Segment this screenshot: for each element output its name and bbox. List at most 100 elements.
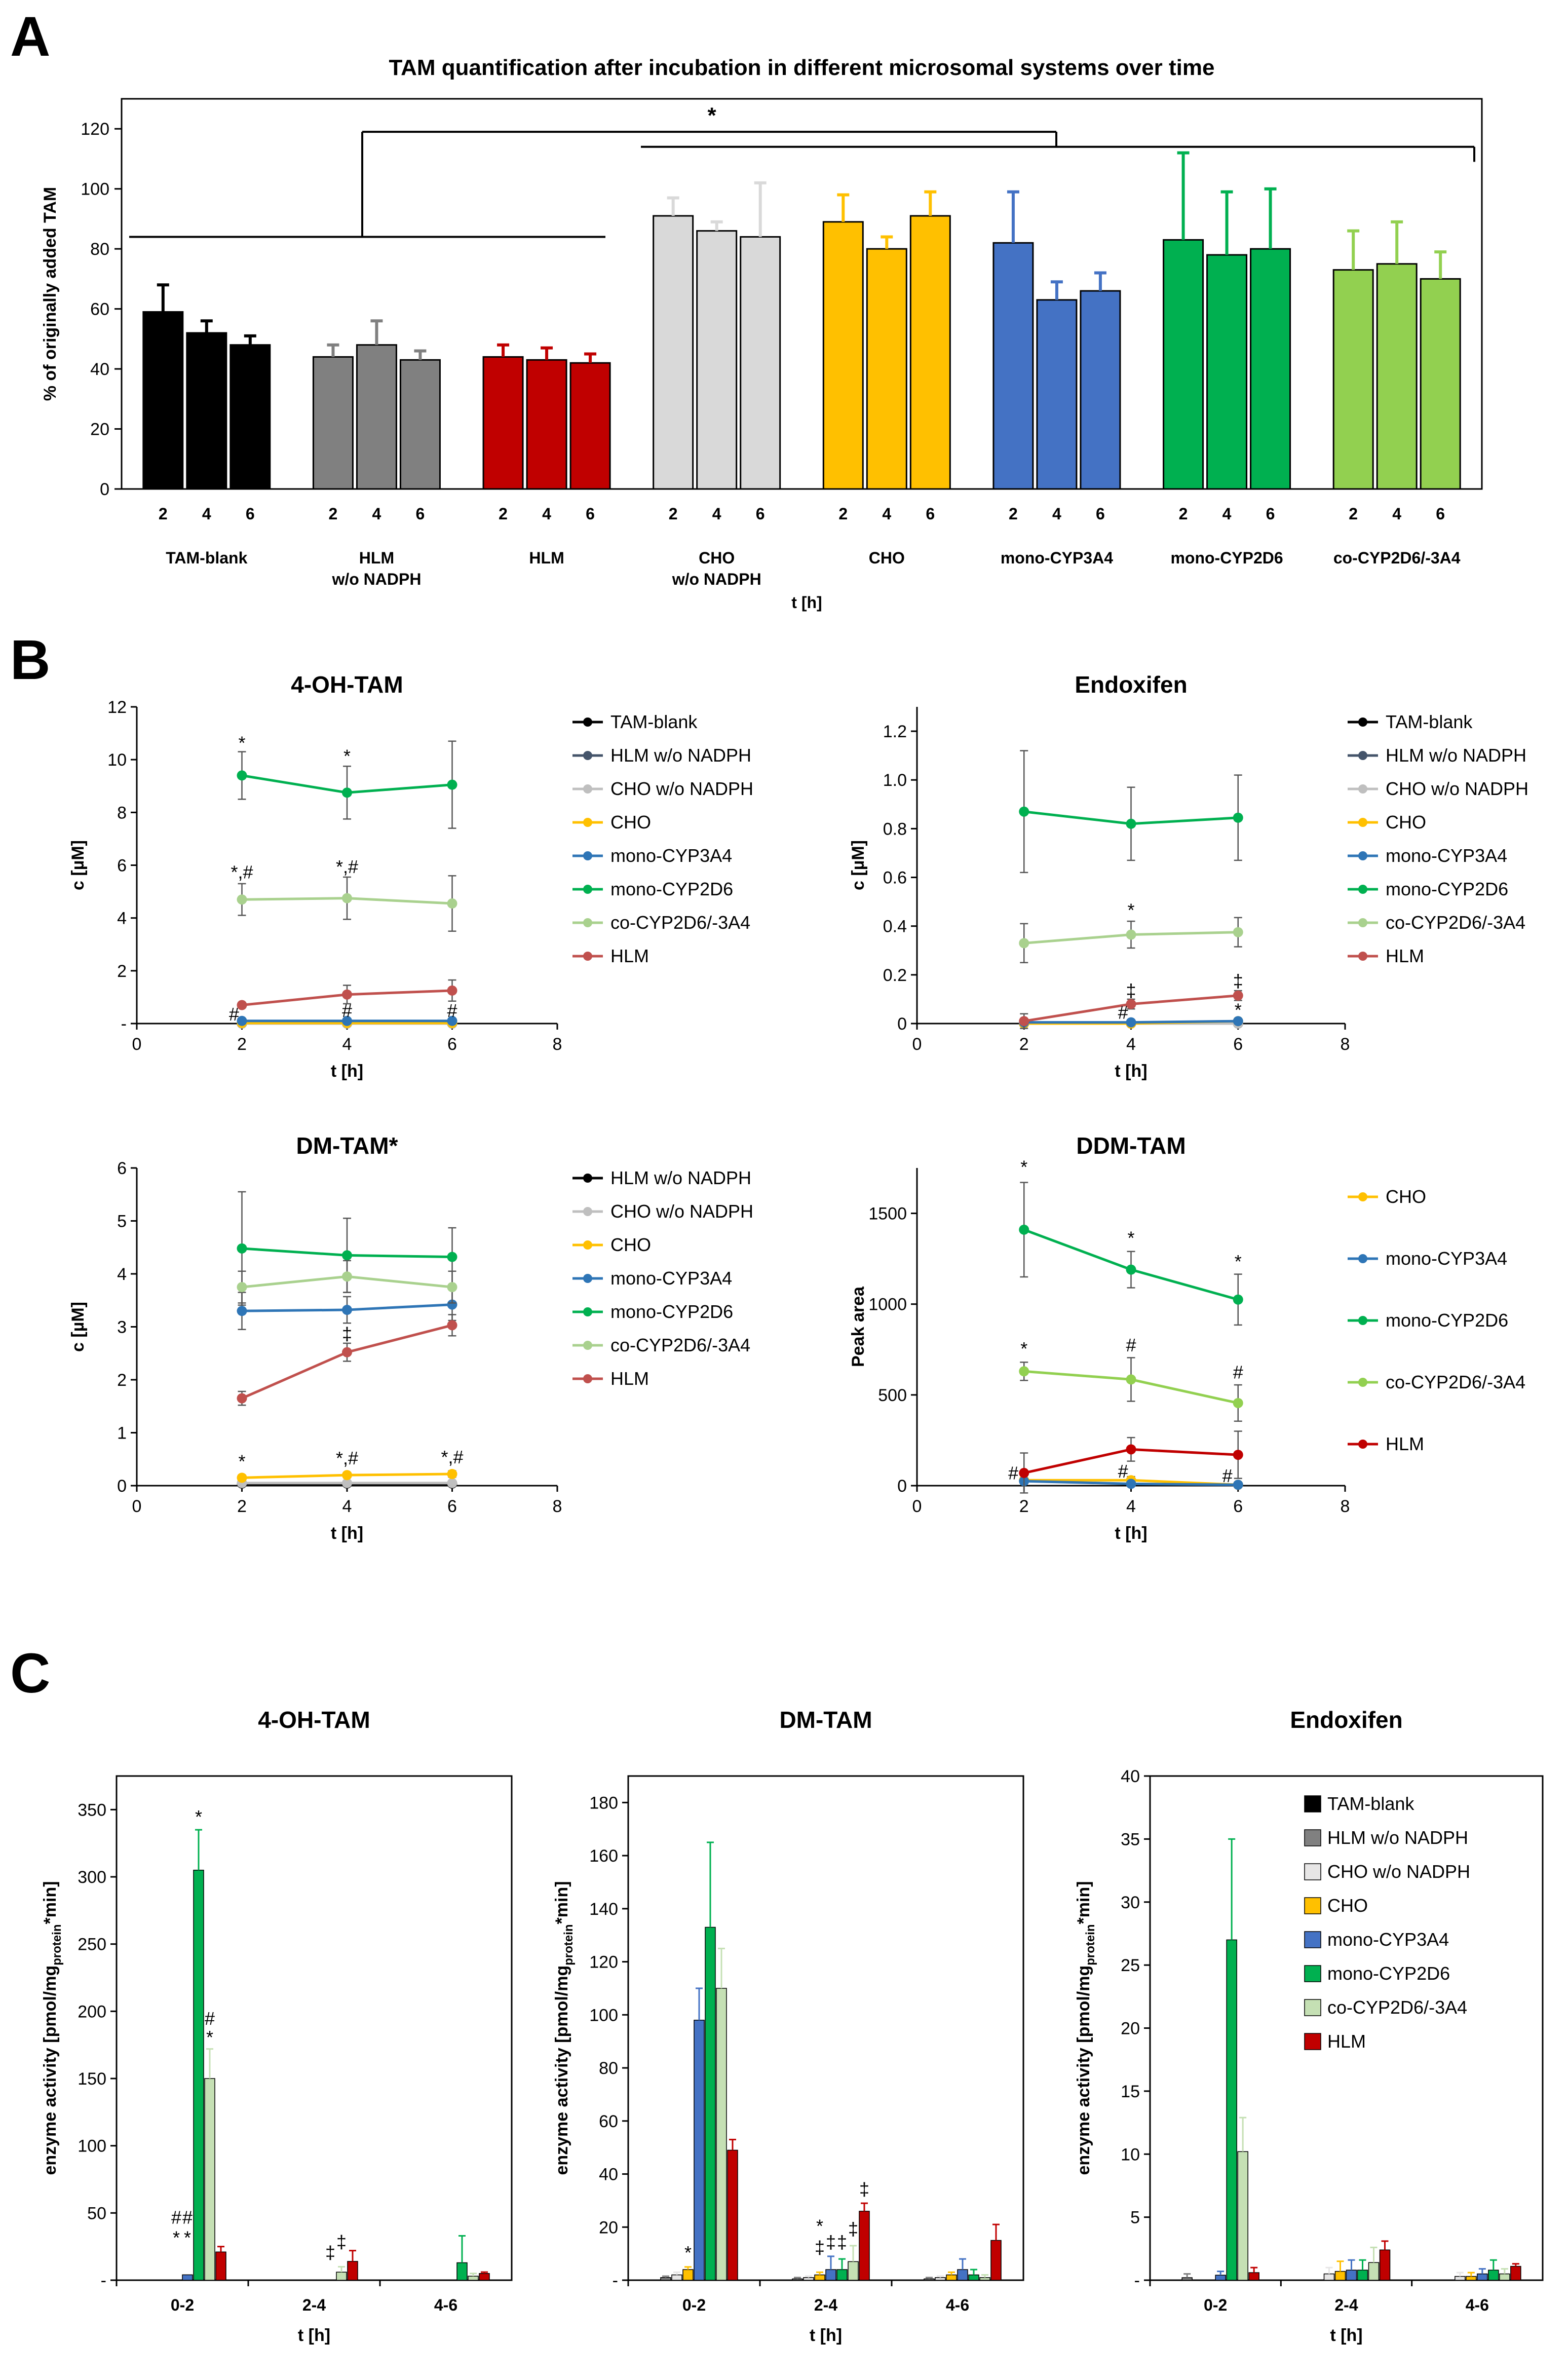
time-tick-label: 6 [246,505,255,523]
y-tick-label: 20 [1121,2019,1140,2038]
point-hlm-4h [1126,999,1136,1009]
significance-annotation: # [447,1000,457,1021]
bar-hlm-4-6 [1510,2265,1521,2281]
legend-label-co-cyp2d6-3a4: co-CYP2D6/-3A4 [1386,1372,1525,1392]
point-hlm-2h [1019,1467,1029,1478]
significance-annotation: * [238,1451,245,1471]
legend-label-cho: CHO [610,1234,651,1255]
bar-co-cyp2d6-3a4-2-4 [336,2272,347,2281]
significance-annotation: * [1235,1000,1242,1021]
y-tick-label: 12 [107,698,127,717]
y-tick-label: 120 [81,120,109,139]
point-hlm-2h [237,1000,247,1010]
x-axis-label: t [h] [1330,2326,1362,2345]
legend-marker-cho [583,1240,592,1250]
x-axis-label: t [h] [331,1062,363,1081]
legend-swatch-co-cyp2d6-3a4 [1304,1999,1321,2016]
bar-hlm-0-2 [727,2149,738,2281]
point-hlm-2h [237,1393,247,1404]
legend-marker-mono-cyp2d6 [1358,1316,1367,1325]
y-tick-label: 2 [117,1371,127,1390]
x-tick-label: 0 [132,1497,142,1516]
y-tick-label: 20 [90,420,109,439]
x-tick-label: 8 [1341,1497,1350,1516]
legend-marker-tam-blank [1358,718,1367,727]
legend-marker-co-cyp2d6-3a4 [1358,918,1367,927]
x-axis-label: t [h] [810,2326,842,2345]
x-tick-label: 0 [132,1035,142,1054]
bar-hlm-2-4 [859,2211,870,2281]
bar-mono-cyp3a4-4-6 [1477,2273,1488,2281]
y-tick-label: - [613,2271,618,2290]
legend-marker-cho [1358,1192,1367,1201]
point-cho-6h [447,1469,457,1480]
point-hlm-4h [1126,1444,1136,1455]
time-tick-label: 6 [756,505,765,523]
bar-mono-cyp2d6-6h [1250,248,1291,490]
time-tick-label: 2 [1349,505,1358,523]
time-tick-label: 6 [1096,505,1105,523]
y-axis-label: c [µM] [68,1302,88,1352]
bar-hlm-w-o-nadph-4-6 [924,2278,935,2281]
legend-marker-mono-cyp2d6 [583,1307,592,1316]
x-axis-label: t [h] [1115,1524,1147,1543]
x-axis-label: t [h] [791,593,822,612]
significance-annotation: ‡ [815,2237,825,2258]
x-tick-label: 2 [237,1497,247,1516]
bar-mono-cyp2d6-2-4 [1357,2270,1368,2281]
chart-b-ddm-tam: DDM-TAM 0 500 1000 1500 0 2 4 6 8 t [h] Peak area * *… [849,1132,1525,1543]
x-tick-label: 0 [912,1035,922,1054]
significance-annotation: ‡ [837,2232,847,2252]
legend-label-hlm: HLM [610,946,649,966]
legend-marker-cho-w-o-nadph [583,784,592,794]
y-tick-label: 5 [117,1212,127,1231]
chart-title: TAM quantification after incubation in d… [389,55,1215,80]
point-mono-cyp3a4-2h [237,1306,247,1316]
significance-annotation: * [184,2227,191,2248]
bar-cho-4-6 [946,2274,957,2281]
y-tick-label: 80 [90,240,109,259]
significance-star: * [707,103,716,128]
legend-label-hlm: HLM [1327,2031,1366,2052]
y-tick-label: 30 [1121,1893,1140,1912]
category-label: 4-6 [946,2296,969,2314]
point-co-cyp2d6-3a4-2h [237,1282,247,1293]
x-axis-label: t [h] [331,1524,363,1543]
y-tick-label: 4 [117,1265,127,1284]
legend-label-mono-cyp2d6: mono-CYP2D6 [1386,1310,1508,1331]
legend-label-hlm-w-o-nadph: HLM w/o NADPH [610,1167,751,1188]
time-tick-label: 4 [1222,505,1232,523]
legend-label-mono-cyp2d6: mono-CYP2D6 [1327,1963,1450,1984]
legend-label-hlm: HLM [610,1368,649,1389]
point-mono-cyp2d6-6h [447,779,457,790]
time-tick-label: 6 [926,505,935,523]
group-label: mono-CYP3A4 [1001,549,1113,567]
point-mono-cyp3a4-6h [447,1015,457,1026]
legend-marker-mono-cyp3a4 [1358,1254,1367,1263]
y-tick-label: 250 [78,1935,106,1954]
group-label: CHO [699,549,735,567]
bar-mono-cyp2d6-0-2 [705,1927,716,2281]
point-hlm-6h [447,1320,457,1331]
y-tick-label: 40 [1121,1767,1140,1786]
point-mono-cyp3a4-4h [342,1305,352,1315]
group-label: w/o NADPH [331,570,421,588]
legend-marker-hlm-w-o-nadph [583,751,592,760]
bar-tam-blank-6h [230,344,271,490]
y-tick-label: 5 [1130,2208,1140,2227]
legend-label-hlm: HLM [1386,946,1424,966]
bar-cho-0-2 [682,2269,694,2281]
bar-mono-cyp2d6-4-6 [1488,2270,1499,2281]
legend-label-hlm: HLM [1386,1433,1424,1454]
significance-annotation: *,# [336,856,358,877]
legend-marker-co-cyp2d6-3a4 [583,918,592,927]
point-cho-4h [342,1470,352,1481]
bar-co-cyp2d6-3a4-4-6 [1499,2273,1510,2281]
legend-marker-co-cyp2d6-3a4 [583,1341,592,1350]
bar-cho-w-o-nadph-4h [696,230,738,490]
y-tick-label: 60 [599,2112,618,2131]
bar-cho-4h [866,248,907,490]
group-label: TAM-blank [166,549,247,567]
legend-marker-hlm-w-o-nadph [1358,751,1367,760]
significance-annotation: # [1118,1002,1128,1023]
